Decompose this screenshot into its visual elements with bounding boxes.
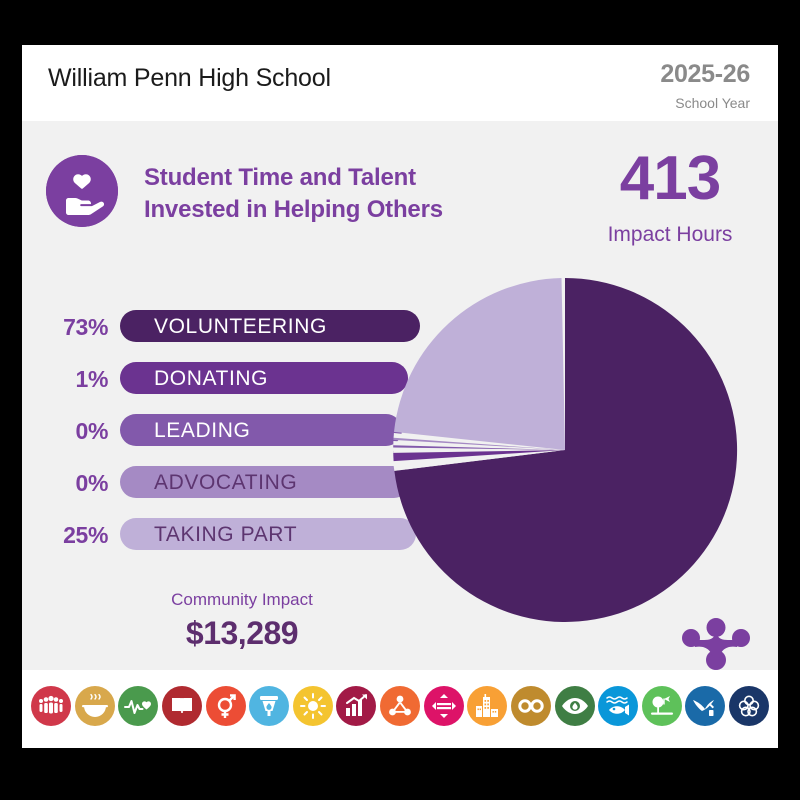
- bar-label: ADVOCATING: [154, 471, 298, 494]
- bar-percent: 1%: [75, 366, 109, 392]
- pie-slice-donating: [393, 450, 565, 462]
- gender-equality-icon: [205, 686, 246, 726]
- impact-hours-value: 413: [619, 144, 721, 213]
- bar-label: VOLUNTEERING: [154, 315, 327, 338]
- school-year-value: 2025-26: [660, 60, 750, 88]
- students-with-purpose-logo-icon: [682, 618, 750, 670]
- bar-percent: 0%: [75, 470, 109, 496]
- school-name: William Penn High School: [48, 64, 331, 92]
- life-below-water-icon: [598, 686, 639, 726]
- card-header: William Penn High School 2025-26 School …: [22, 45, 778, 121]
- pie-gap: [393, 441, 565, 450]
- pie-gap: [393, 433, 565, 450]
- pie-slice-volunteering: [394, 277, 738, 622]
- bar-row-leading: 0% LEADING: [22, 414, 442, 448]
- headline-line-2: Invested in Helping Others: [144, 196, 443, 224]
- bar-percent: 25%: [63, 522, 108, 548]
- sustainable-cities-and-communities-icon: [467, 686, 508, 726]
- clean-water-and-sanitation-icon: [249, 686, 290, 726]
- zero-hunger-icon: [74, 686, 115, 726]
- peace-justice-and-strong-institutions-icon: [685, 686, 726, 726]
- partnerships-for-the-goals-icon: [729, 686, 769, 726]
- bar-track: [120, 362, 408, 394]
- report-card: William Penn High School 2025-26 School …: [22, 45, 778, 748]
- responsible-consumption-and-production-icon: [510, 686, 551, 726]
- community-impact-value: $13,289: [185, 615, 299, 651]
- impact-pie-chart: [362, 267, 742, 637]
- industry-innovation-and-infrastructure-icon: [380, 686, 420, 726]
- bar-track: [120, 414, 402, 446]
- quality-education-icon: [161, 686, 202, 726]
- bar-row-taking-part: 25% TAKING PART: [22, 518, 442, 552]
- bar-label: DONATING: [154, 367, 269, 390]
- bar-row-donating: 1% DONATING: [22, 362, 442, 396]
- bar-label: LEADING: [154, 419, 251, 442]
- impact-hours-label: Impact Hours: [607, 223, 733, 246]
- pie-gap: [393, 450, 565, 471]
- no-poverty-icon: [31, 686, 71, 726]
- bar-percent: 73%: [63, 314, 108, 340]
- sdg-icon-strip: [22, 670, 778, 748]
- community-impact-label: Community Impact: [171, 590, 313, 609]
- page-title: Student Time and Talent Invested in Help…: [144, 162, 524, 227]
- headline-line-1: Student Time and Talent: [144, 164, 416, 191]
- reduced-inequalities-icon: [423, 686, 464, 726]
- good-health-and-wellbeing-icon: [118, 686, 159, 726]
- category-bar-legend: 73% VOLUNTEERING 1% DONATING 0% LEADING …: [22, 310, 442, 570]
- bar-percent: 0%: [75, 418, 109, 444]
- bar-row-volunteering: 73% VOLUNTEERING: [22, 310, 442, 344]
- bar-track: [120, 518, 416, 550]
- sdg-icon-row: [31, 683, 769, 729]
- decent-work-and-economic-growth-icon: [336, 686, 377, 726]
- climate-action-icon: [554, 686, 595, 726]
- bar-label: TAKING PART: [154, 523, 298, 546]
- school-year-label: School Year: [675, 95, 750, 111]
- pie-slice-taking-part: [394, 278, 565, 450]
- bar-track: [120, 310, 420, 342]
- hand-holding-heart-icon: [46, 155, 118, 227]
- bar-row-advocating: 0% ADVOCATING: [22, 466, 442, 500]
- bar-track: [120, 466, 410, 498]
- affordable-and-clean-energy-icon: [292, 686, 333, 726]
- life-on-land-icon: [641, 686, 682, 726]
- pie-gap: [393, 448, 565, 453]
